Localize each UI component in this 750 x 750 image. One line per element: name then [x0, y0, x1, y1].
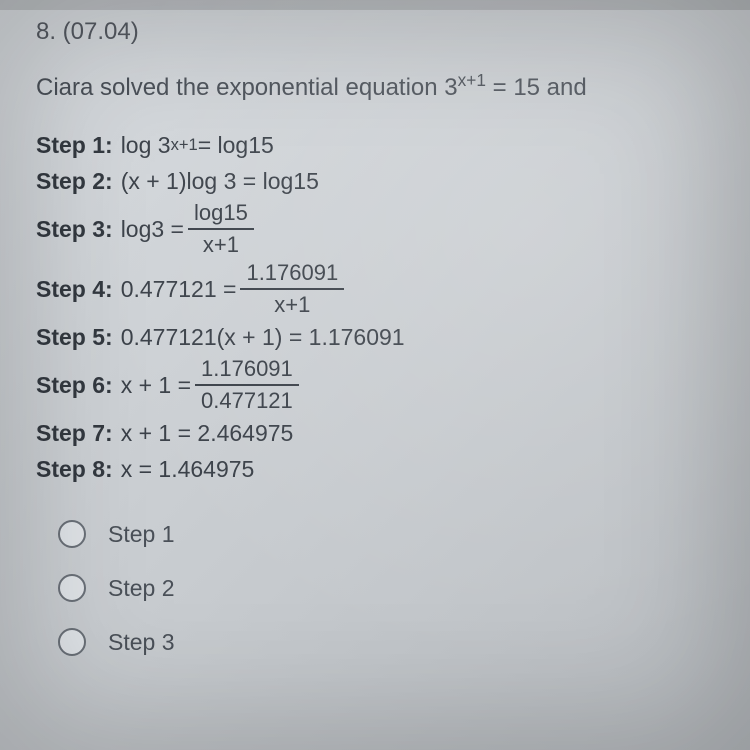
radio-icon[interactable] — [58, 574, 86, 602]
option-step-3[interactable]: Step 3 — [58, 628, 750, 656]
radio-icon[interactable] — [58, 520, 86, 548]
denominator: 0.477121 — [195, 386, 299, 414]
option-step-2[interactable]: Step 2 — [58, 574, 750, 602]
step-1: Step 1: log 3x+1 = log15 — [36, 128, 750, 162]
question-number: 8. (07.04) — [36, 18, 750, 46]
step-lhs: x + 1 = — [121, 372, 191, 399]
option-step-1[interactable]: Step 1 — [58, 520, 750, 548]
intro-prefix: Ciara solved the exponential equation 3 — [36, 74, 458, 101]
step-text: (x + 1)log 3 = log15 — [121, 168, 319, 195]
step-8: Step 8: x = 1.464975 — [36, 452, 750, 486]
fraction: 1.176091 x+1 — [240, 260, 344, 318]
question-page: 8. (07.04) Ciara solved the exponential … — [0, 0, 750, 656]
option-label: Step 1 — [108, 521, 175, 548]
question-intro: Ciara solved the exponential equation 3x… — [36, 74, 750, 102]
step-lhs: log 3 — [121, 132, 171, 159]
step-7: Step 7: x + 1 = 2.464975 — [36, 416, 750, 450]
step-label: Step 6: — [36, 372, 113, 399]
step-lhs: log3 = — [121, 216, 184, 243]
fraction: log15 x+1 — [188, 200, 254, 258]
step-text: x = 1.464975 — [121, 456, 255, 483]
step-label: Step 8: — [36, 456, 113, 483]
step-text: 0.477121(x + 1) = 1.176091 — [121, 324, 405, 351]
radio-icon[interactable] — [58, 628, 86, 656]
intro-exponent: x+1 — [458, 70, 486, 90]
step-label: Step 4: — [36, 276, 113, 303]
step-label: Step 5: — [36, 324, 113, 351]
intro-suffix: = 15 and — [486, 74, 587, 101]
option-label: Step 3 — [108, 629, 175, 656]
numerator: 1.176091 — [195, 356, 299, 386]
step-label: Step 2: — [36, 168, 113, 195]
step-rhs: = log15 — [198, 132, 274, 159]
denominator: x+1 — [197, 230, 245, 258]
step-3: Step 3: log3 = log15 x+1 — [36, 200, 750, 258]
numerator: 1.176091 — [240, 260, 344, 290]
step-6: Step 6: x + 1 = 1.176091 0.477121 — [36, 356, 750, 414]
solution-steps: Step 1: log 3x+1 = log15 Step 2: (x + 1)… — [36, 128, 750, 486]
fraction: 1.176091 0.477121 — [195, 356, 299, 414]
step-5: Step 5: 0.477121(x + 1) = 1.176091 — [36, 320, 750, 354]
denominator: x+1 — [268, 290, 316, 318]
step-label: Step 7: — [36, 420, 113, 447]
step-lhs: 0.477121 = — [121, 276, 237, 303]
option-label: Step 2 — [108, 575, 175, 602]
numerator: log15 — [188, 200, 254, 230]
step-label: Step 1: — [36, 132, 113, 159]
step-2: Step 2: (x + 1)log 3 = log15 — [36, 164, 750, 198]
step-text: x + 1 = 2.464975 — [121, 420, 294, 447]
step-label: Step 3: — [36, 216, 113, 243]
answer-options: Step 1 Step 2 Step 3 — [36, 520, 750, 656]
step-4: Step 4: 0.477121 = 1.176091 x+1 — [36, 260, 750, 318]
